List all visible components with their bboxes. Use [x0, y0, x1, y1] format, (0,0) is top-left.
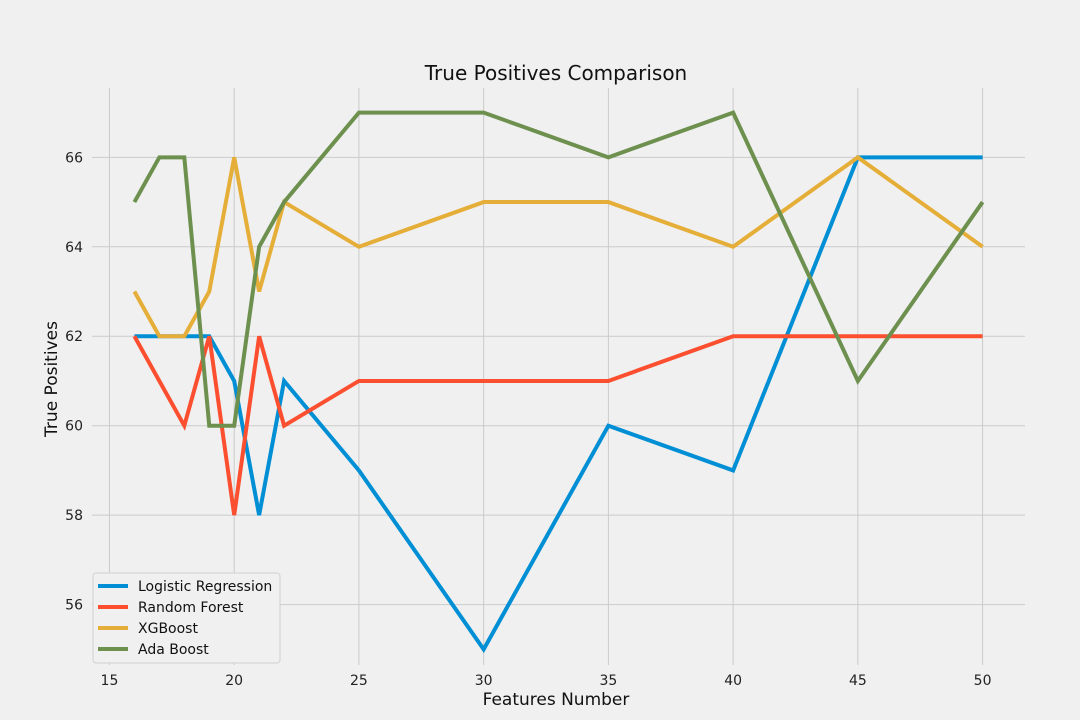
x-tick-label: 40 — [724, 673, 742, 689]
legend: Logistic Regression Random Forest XGBoost A… — [92, 572, 281, 664]
chart-title: True Positives Comparison — [424, 61, 687, 85]
x-tick-label: 50 — [974, 673, 992, 689]
series-line — [132, 334, 983, 516]
y-tick-label: 64 — [65, 240, 83, 256]
x-tick-label: 25 — [350, 673, 368, 689]
series-line — [132, 110, 985, 428]
y-axis-title: True Positives — [42, 321, 62, 438]
y-tick-label: 62 — [65, 329, 83, 345]
x-axis-title: Features Number — [483, 690, 630, 710]
y-tick-label: 56 — [65, 598, 83, 614]
x-tick-label: 45 — [849, 673, 867, 689]
legend-label: Ada Boost — [138, 642, 209, 658]
legend-label: Random Forest — [138, 600, 244, 616]
legend-box — [92, 572, 281, 664]
x-tick-label: 35 — [599, 673, 617, 689]
tick-labels: 15 20 25 30 35 40 45 50 56 58 60 62 64 66 — [65, 150, 991, 689]
legend-entries: Logistic Regression Random Forest XGBoost A… — [98, 579, 272, 658]
x-tick-label: 20 — [225, 673, 243, 689]
y-tick-label: 66 — [65, 150, 83, 166]
legend-label: Logistic Regression — [138, 579, 272, 595]
y-tick-label: 58 — [65, 508, 83, 524]
series-lines — [132, 110, 985, 654]
y-tick-label: 60 — [65, 419, 83, 435]
legend-label: XGBoost — [138, 621, 198, 637]
x-tick-label: 15 — [101, 673, 119, 689]
x-tick-label: 30 — [475, 673, 493, 689]
